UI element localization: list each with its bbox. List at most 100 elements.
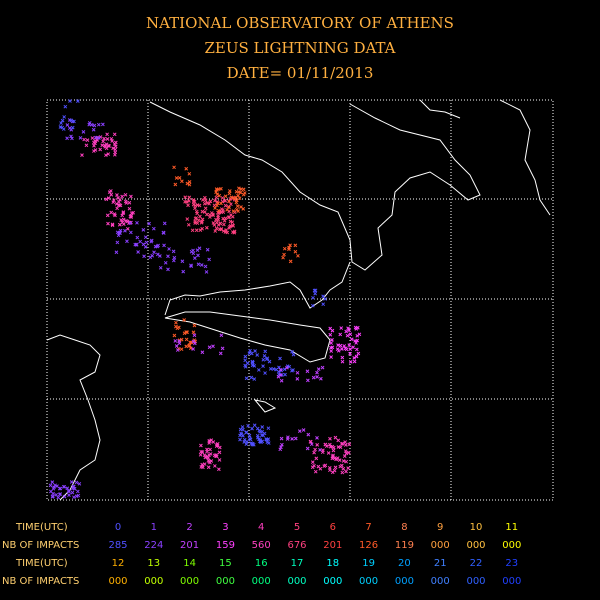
strike <box>78 136 83 140</box>
strike <box>63 104 68 109</box>
strike <box>62 484 67 489</box>
strike <box>352 356 357 360</box>
strike <box>85 138 90 142</box>
strike <box>195 248 200 252</box>
strike <box>208 452 213 456</box>
strike <box>342 454 347 458</box>
strike <box>312 463 316 468</box>
strike <box>234 200 239 205</box>
strike <box>112 152 117 157</box>
strike <box>96 122 101 127</box>
strike <box>114 250 119 255</box>
hour: 16 <box>255 558 268 569</box>
strike <box>221 208 225 212</box>
strike <box>143 235 148 240</box>
strike <box>51 486 56 491</box>
strike <box>339 326 344 330</box>
strike <box>311 295 315 300</box>
strike <box>179 337 184 342</box>
strike <box>200 209 205 214</box>
strike <box>123 228 127 233</box>
strike <box>92 140 96 145</box>
strike <box>355 333 360 338</box>
strike <box>218 221 222 226</box>
strike <box>344 329 349 334</box>
impact-count: 000 <box>287 576 306 587</box>
strike <box>200 350 205 355</box>
title-line: NATIONAL OBSERVATORY OF ATHENS <box>146 14 454 32</box>
strike <box>189 340 194 345</box>
strike <box>141 228 146 232</box>
strike <box>196 253 200 258</box>
impact-count: 000 <box>144 576 163 587</box>
strike <box>252 364 257 368</box>
strike <box>278 447 283 452</box>
strike <box>263 371 267 375</box>
strike <box>191 347 196 351</box>
strike <box>90 136 95 140</box>
hour: 19 <box>362 558 375 569</box>
strike <box>206 455 210 460</box>
strike <box>236 209 240 213</box>
strike <box>115 240 120 245</box>
hour: 18 <box>326 558 339 569</box>
strike <box>309 442 314 447</box>
impact-count: 000 <box>466 540 485 551</box>
strike <box>310 303 315 308</box>
strike <box>193 206 197 211</box>
strike <box>222 222 226 227</box>
impact-count: 000 <box>502 576 521 587</box>
strike <box>316 367 321 371</box>
strike <box>198 452 203 457</box>
strike <box>223 216 228 221</box>
strike <box>236 193 240 198</box>
strike <box>241 433 245 438</box>
strike <box>106 221 110 226</box>
strike <box>347 343 352 347</box>
strike <box>166 267 170 272</box>
strike <box>182 331 187 336</box>
strike <box>171 249 176 254</box>
strike <box>62 115 67 119</box>
strike <box>69 118 74 123</box>
strike <box>235 204 240 208</box>
strike <box>329 349 334 353</box>
impact-count: 201 <box>180 540 199 551</box>
impact-count: 224 <box>144 540 163 551</box>
strike <box>117 203 122 207</box>
strike <box>115 206 119 211</box>
strike <box>67 489 71 494</box>
strike <box>203 198 208 203</box>
strike <box>229 213 233 217</box>
strike <box>177 176 182 180</box>
strike <box>354 354 359 359</box>
strike <box>113 144 118 149</box>
hour: 11 <box>505 522 518 533</box>
impact-count: 159 <box>216 540 235 551</box>
strike <box>312 288 317 293</box>
strike <box>115 193 119 197</box>
strike <box>74 494 79 499</box>
strike <box>127 200 132 205</box>
strike <box>113 147 118 152</box>
strike <box>167 247 171 251</box>
strike <box>282 252 286 257</box>
strike <box>198 214 202 219</box>
impact-count: 000 <box>431 540 450 551</box>
strike <box>127 206 132 211</box>
strike <box>323 442 328 447</box>
impact-count: 000 <box>216 576 235 587</box>
strike <box>104 197 109 202</box>
hour: 14 <box>183 558 196 569</box>
strike <box>68 99 72 103</box>
strike <box>110 222 115 227</box>
hour: 8 <box>401 522 407 533</box>
strike <box>141 242 146 247</box>
strike <box>203 264 208 269</box>
strike <box>296 253 300 258</box>
strike <box>69 480 74 484</box>
strike <box>115 230 120 235</box>
strike <box>231 230 235 234</box>
lightning-strikes <box>48 99 362 500</box>
